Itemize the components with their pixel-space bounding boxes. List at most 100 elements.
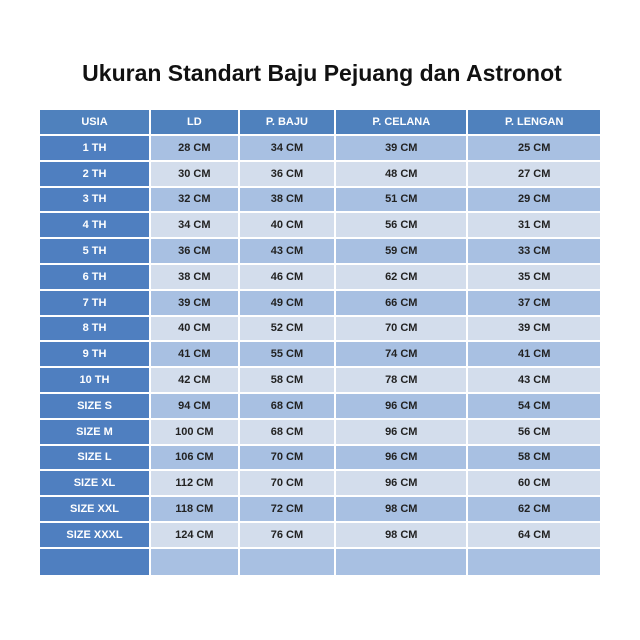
table-cell: 40 CM [239,213,335,238]
table-cell: 62 CM [468,497,600,521]
table-row [40,548,600,575]
table-cell: 96 CM [336,419,467,444]
table-cell: 27 CM [468,161,600,186]
table-cell: 33 CM [468,239,600,263]
table-cell: 112 CM [151,471,238,496]
row-label: 6 TH [40,264,149,289]
table-row: 6 TH 38 CM 46 CM 62 CM 35 CM [40,264,600,289]
table-cell: 62 CM [336,264,467,289]
row-label: 3 TH [40,187,149,212]
page-title: Ukuran Standart Baju Pejuang dan Astrono… [82,60,562,86]
table-row: SIZE L 106 CM 70 CM 96 CM 58 CM [40,445,600,470]
table-cell: 37 CM [468,290,600,315]
table-cell: 34 CM [151,213,238,238]
table-cell: 30 CM [151,161,238,186]
table-cell: 36 CM [151,239,238,263]
table-cell: 34 CM [239,136,335,160]
table-cell: 118 CM [151,497,238,521]
table-cell: 96 CM [336,393,467,418]
table-cell: 74 CM [336,342,467,367]
table-cell: 70 CM [239,471,335,496]
column-header: P. CELANA [336,110,467,134]
table-cell: 56 CM [468,419,600,444]
row-label: SIZE XL [40,471,149,496]
column-header: P. LENGAN [468,110,600,134]
table-cell: 56 CM [336,213,467,238]
table-cell: 25 CM [468,136,600,160]
row-label [40,548,149,575]
table-cell: 38 CM [239,187,335,212]
table-cell: 66 CM [336,290,467,315]
row-label: SIZE L [40,445,149,470]
column-header: USIA [40,110,149,134]
table-cell: 42 CM [151,368,238,392]
table-cell: 70 CM [239,445,335,470]
table-cell: 49 CM [239,290,335,315]
table-cell: 39 CM [151,290,238,315]
table-cell: 96 CM [336,471,467,496]
table-cell: 59 CM [336,239,467,263]
table-cell: 52 CM [239,316,335,341]
table-cell: 43 CM [468,368,600,392]
table-row: 4 TH 34 CM 40 CM 56 CM 31 CM [40,213,600,238]
table-cell: 58 CM [239,368,335,392]
table-cell [151,548,238,575]
row-label: 2 TH [40,161,149,186]
table-row: SIZE XL 112 CM 70 CM 96 CM 60 CM [40,471,600,496]
table-cell: 46 CM [239,264,335,289]
table-cell: 64 CM [468,522,600,547]
table-cell: 70 CM [336,316,467,341]
table-cell: 76 CM [239,522,335,547]
table-cell: 78 CM [336,368,467,392]
table-cell [336,548,467,575]
table-cell: 98 CM [336,522,467,547]
table-row: 7 TH 39 CM 49 CM 66 CM 37 CM [40,290,600,315]
column-header: LD [151,110,238,134]
table-row: 9 TH 41 CM 55 CM 74 CM 41 CM [40,342,600,367]
row-label: 9 TH [40,342,149,367]
row-label: SIZE S [40,393,149,418]
row-label: SIZE XXL [40,497,149,521]
table-cell: 96 CM [336,445,467,470]
table-cell [239,548,335,575]
table-cell: 68 CM [239,393,335,418]
table-row: 8 TH 40 CM 52 CM 70 CM 39 CM [40,316,600,341]
table-cell: 72 CM [239,497,335,521]
table-row: 2 TH 30 CM 36 CM 48 CM 27 CM [40,161,600,186]
table-cell: 29 CM [468,187,600,212]
table-cell: 68 CM [239,419,335,444]
row-label: 4 TH [40,213,149,238]
table-cell: 43 CM [239,239,335,263]
table-cell: 41 CM [468,342,600,367]
table-row: 5 TH 36 CM 43 CM 59 CM 33 CM [40,239,600,263]
table-cell: 51 CM [336,187,467,212]
table-cell: 48 CM [336,161,467,186]
table-cell: 39 CM [336,136,467,160]
table-row: 3 TH 32 CM 38 CM 51 CM 29 CM [40,187,600,212]
table-cell: 31 CM [468,213,600,238]
table-cell: 98 CM [336,497,467,521]
table-cell: 40 CM [151,316,238,341]
table-cell: 36 CM [239,161,335,186]
table-cell [468,548,600,575]
table-cell: 58 CM [468,445,600,470]
table-cell: 41 CM [151,342,238,367]
table-cell: 124 CM [151,522,238,547]
table-cell: 106 CM [151,445,238,470]
table-cell: 55 CM [239,342,335,367]
size-table: USIA LD P. BAJU P. CELANA P. LENGAN 1 TH 28 C… [38,108,602,577]
row-label: 5 TH [40,239,149,263]
table-row: 10 TH 42 CM 58 CM 78 CM 43 CM [40,368,600,392]
row-label: 1 TH [40,136,149,160]
row-label: SIZE M [40,419,149,444]
table-cell: 94 CM [151,393,238,418]
table-row: SIZE M 100 CM 68 CM 96 CM 56 CM [40,419,600,444]
row-label: 10 TH [40,368,149,392]
table-cell: 54 CM [468,393,600,418]
table-row: SIZE S 94 CM 68 CM 96 CM 54 CM [40,393,600,418]
table-header: USIA LD P. BAJU P. CELANA P. LENGAN [40,110,600,134]
table-cell: 38 CM [151,264,238,289]
table-cell: 60 CM [468,471,600,496]
table-row: SIZE XXXL 124 CM 76 CM 98 CM 64 CM [40,522,600,547]
table-cell: 100 CM [151,419,238,444]
